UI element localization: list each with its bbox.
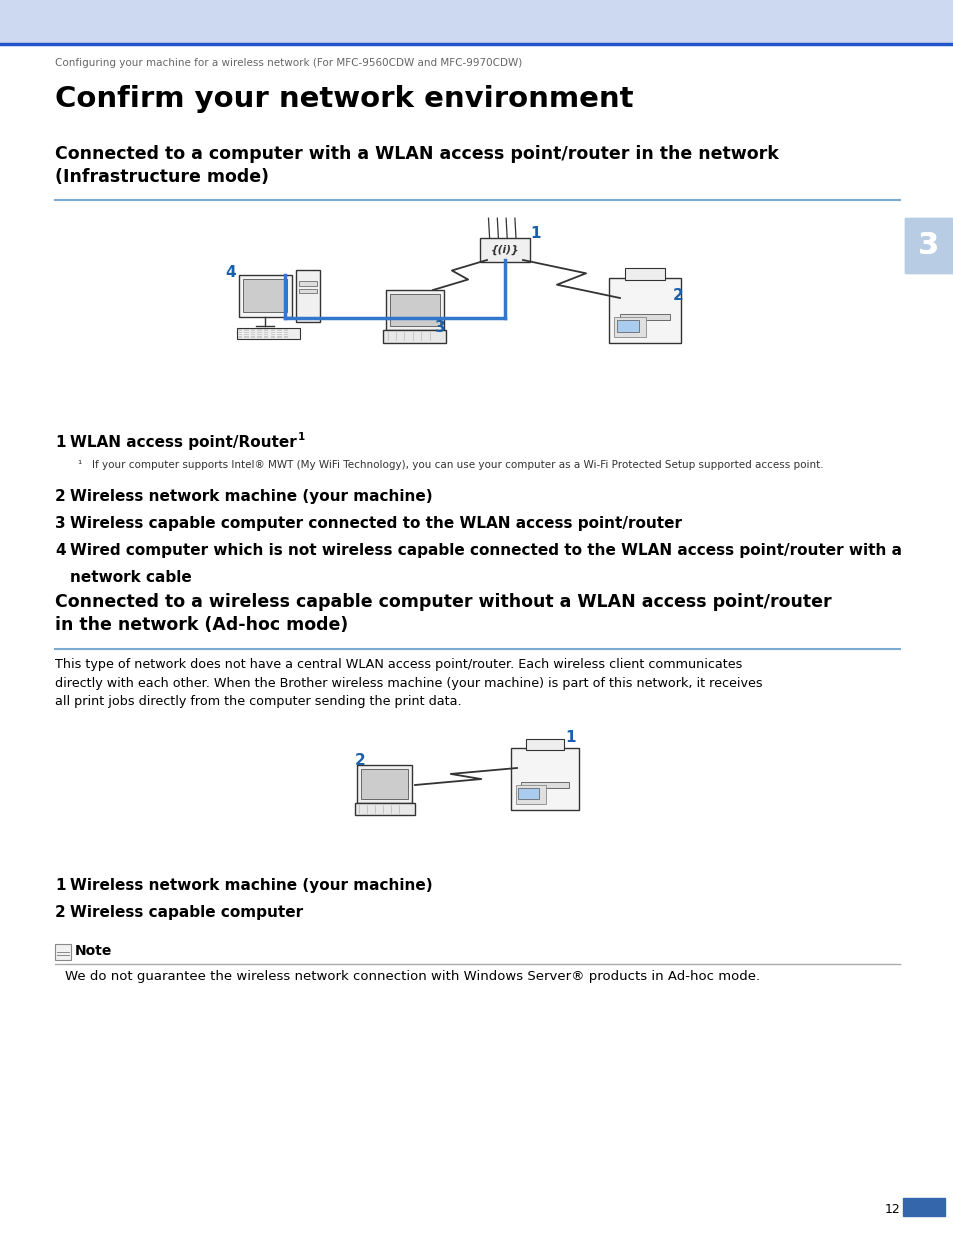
Bar (251, 332, 255, 333)
Text: Wireless network machine (your machine): Wireless network machine (your machine) (70, 878, 432, 893)
Text: Wired computer which is not wireless capable connected to the WLAN access point/: Wired computer which is not wireless cap… (70, 543, 901, 558)
Bar (0, 0, 953, 42)
Text: 1: 1 (564, 730, 575, 745)
Bar (284, 330, 288, 331)
Bar (236, 327, 300, 338)
Text: 3: 3 (918, 231, 939, 259)
Bar (271, 336, 274, 337)
Text: This type of network does not have a central WLAN access point/router. Each wire: This type of network does not have a cen… (55, 658, 761, 708)
Bar (257, 330, 262, 331)
Text: Note: Note (75, 944, 112, 958)
Bar (479, 238, 530, 262)
Bar (251, 336, 255, 337)
Bar (271, 330, 274, 331)
Text: 12: 12 (883, 1203, 899, 1216)
Text: ¹   If your computer supports Intel® MWT (My WiFi Technology), you can use your : ¹ If your computer supports Intel® MWT (… (78, 459, 822, 471)
Bar (244, 333, 249, 336)
Text: 2: 2 (55, 905, 66, 920)
Bar (243, 279, 287, 312)
Bar (277, 332, 281, 333)
Bar (251, 333, 255, 336)
Bar (264, 332, 268, 333)
Bar (619, 314, 669, 320)
Text: 1: 1 (297, 432, 305, 442)
Bar (361, 769, 408, 799)
Bar (264, 336, 268, 337)
Bar (264, 330, 268, 331)
Bar (237, 333, 242, 336)
Text: Configuring your machine for a wireless network (For MFC-9560CDW and MFC-9970CDW: Configuring your machine for a wireless … (55, 58, 521, 68)
Bar (520, 782, 568, 788)
Bar (55, 944, 71, 960)
Text: Wireless network machine (your machine): Wireless network machine (your machine) (70, 489, 432, 504)
Bar (515, 785, 546, 804)
Text: 2: 2 (55, 489, 66, 504)
Bar (271, 332, 274, 333)
Bar (244, 336, 249, 337)
Bar (277, 336, 281, 337)
Text: Connected to a computer with a WLAN access point/router in the network
(Infrastr: Connected to a computer with a WLAN acce… (55, 144, 778, 186)
Text: 3: 3 (55, 516, 66, 531)
Bar (237, 332, 242, 333)
Bar (244, 332, 249, 333)
Text: Wireless capable computer: Wireless capable computer (70, 905, 303, 920)
Bar (608, 278, 680, 343)
Text: {(i)}: {(i)} (490, 245, 518, 256)
Bar (237, 336, 242, 337)
Bar (355, 803, 415, 815)
Text: 1: 1 (55, 878, 66, 893)
Bar (264, 333, 268, 336)
Bar (299, 289, 316, 293)
Bar (510, 748, 578, 810)
Bar (284, 333, 288, 336)
Bar (277, 330, 281, 331)
Bar (517, 788, 538, 799)
Bar (525, 739, 563, 750)
Bar (390, 294, 439, 326)
Bar (277, 333, 281, 336)
Bar (904, 219, 953, 273)
Text: 2: 2 (672, 288, 683, 303)
Bar (251, 330, 255, 331)
Bar (299, 280, 316, 287)
Bar (257, 336, 262, 337)
Text: 4: 4 (55, 543, 66, 558)
Bar (904, 219, 953, 273)
Bar (284, 332, 288, 333)
Bar (617, 320, 638, 332)
Text: Wireless capable computer connected to the WLAN access point/router: Wireless capable computer connected to t… (70, 516, 681, 531)
Text: 4: 4 (225, 266, 235, 280)
Text: network cable: network cable (70, 571, 192, 585)
Bar (257, 332, 262, 333)
Bar (614, 317, 646, 336)
Text: WLAN access point/Router: WLAN access point/Router (70, 435, 296, 450)
Bar (624, 268, 664, 280)
Text: 1: 1 (55, 435, 66, 450)
Bar (238, 275, 292, 317)
Bar (237, 330, 242, 331)
Text: 1: 1 (530, 226, 540, 241)
Text: 3: 3 (918, 231, 939, 261)
Bar (244, 330, 249, 331)
Text: 2: 2 (355, 753, 365, 768)
Bar (284, 336, 288, 337)
Bar (357, 764, 412, 803)
Bar (295, 269, 320, 322)
Bar (902, 1198, 944, 1216)
Text: We do not guarantee the wireless network connection with Windows Server® product: We do not guarantee the wireless network… (65, 969, 760, 983)
Bar (383, 330, 446, 342)
Text: Confirm your network environment: Confirm your network environment (55, 85, 633, 112)
Text: 3: 3 (435, 320, 445, 335)
Bar (271, 333, 274, 336)
Bar (257, 333, 262, 336)
Text: Connected to a wireless capable computer without a WLAN access point/router
in t: Connected to a wireless capable computer… (55, 593, 831, 634)
Bar (386, 290, 443, 330)
